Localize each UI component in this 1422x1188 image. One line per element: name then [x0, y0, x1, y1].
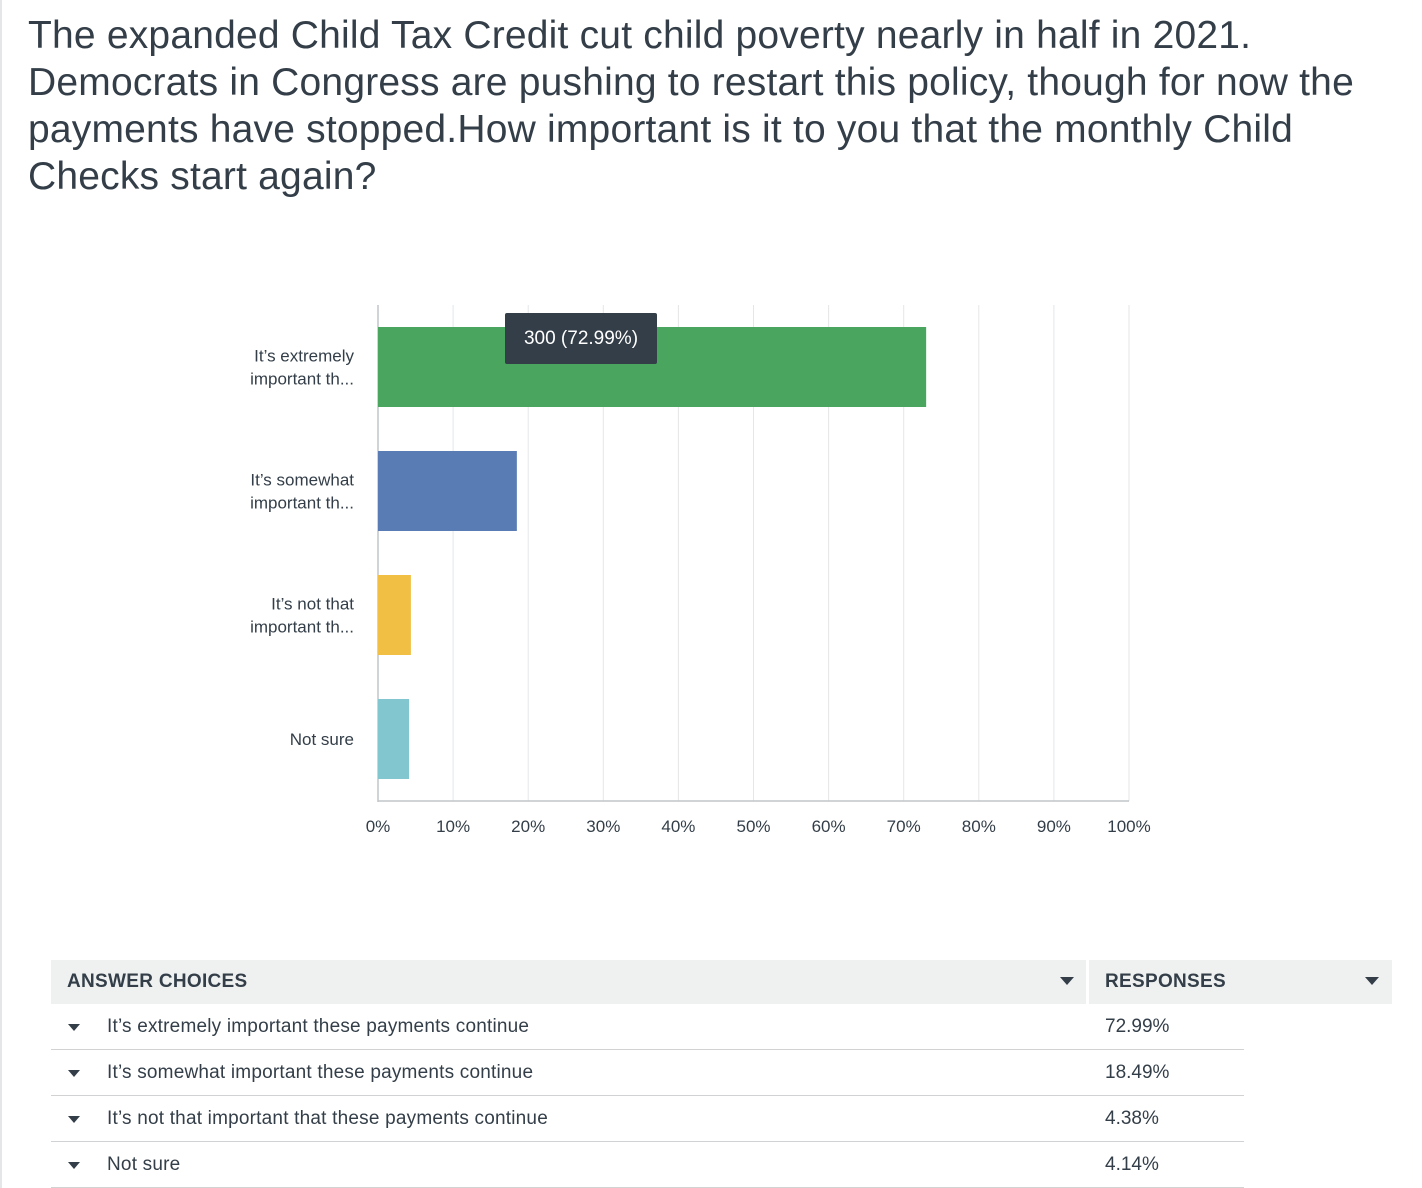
- category-label: It’s somewhat important th...: [250, 471, 354, 513]
- expand-row-icon[interactable]: [68, 1024, 80, 1031]
- category-label: It’s not that important th...: [250, 595, 354, 637]
- category-label-line: It’s not that: [271, 595, 354, 614]
- response-percent: 18.49%: [1105, 1062, 1170, 1083]
- response-percent: 4.38%: [1105, 1108, 1159, 1129]
- x-tick-label: 10%: [436, 817, 470, 836]
- category-label-line: Not sure: [290, 730, 354, 749]
- x-tick-label: 0%: [366, 817, 391, 836]
- answer-choice-label: Not sure: [107, 1154, 181, 1175]
- table-header: ANSWER CHOICES RESPONSES: [51, 960, 1392, 1004]
- table-row: It’s extremely important these payments …: [51, 1004, 1244, 1050]
- x-tick-label: 20%: [511, 817, 545, 836]
- sort-down-icon[interactable]: [1365, 977, 1379, 985]
- category-label: Not sure: [290, 730, 354, 749]
- question-title: The expanded Child Tax Credit cut child …: [28, 14, 1354, 198]
- answer-choice-label: It’s somewhat important these payments c…: [107, 1062, 534, 1083]
- x-tick-label: 90%: [1037, 817, 1071, 836]
- category-label: It’s extremely important th...: [250, 347, 354, 389]
- header-divider: [1086, 960, 1089, 1004]
- category-label-line: It’s somewhat: [250, 471, 354, 490]
- bar-chart: 0% 10% 20% 30% 40% 50% 60% 70% 80% 90% 100% It’s ex…: [250, 305, 1151, 836]
- expand-row-icon[interactable]: [68, 1162, 80, 1169]
- x-tick-label: 40%: [661, 817, 695, 836]
- category-label-line: important th...: [250, 370, 354, 389]
- response-percent: 4.14%: [1105, 1154, 1159, 1175]
- response-percent: 72.99%: [1105, 1016, 1170, 1037]
- answer-choice-label: It’s not that important that these payme…: [107, 1108, 548, 1129]
- x-tick-label: 80%: [962, 817, 996, 836]
- bar: [378, 451, 517, 531]
- expand-row-icon[interactable]: [68, 1070, 80, 1077]
- table-row: Not sure 4.14%: [51, 1142, 1244, 1188]
- bar-tooltip: 300 (72.99%): [505, 313, 657, 364]
- table-row: It’s somewhat important these payments c…: [51, 1050, 1244, 1096]
- category-label-line: It’s extremely: [254, 347, 354, 366]
- answer-choices-header[interactable]: ANSWER CHOICES: [51, 960, 1086, 1004]
- expand-row-icon[interactable]: [68, 1116, 80, 1123]
- bar: [378, 575, 411, 655]
- answer-choice-label: It’s extremely important these payments …: [107, 1016, 530, 1037]
- x-tick-label: 70%: [887, 817, 921, 836]
- x-tick-label: 50%: [736, 817, 770, 836]
- x-tick-label: 100%: [1107, 817, 1150, 836]
- table-row: It’s not that important that these payme…: [51, 1096, 1244, 1142]
- answer-choices-header-label: ANSWER CHOICES: [67, 971, 248, 992]
- category-label-line: important th...: [250, 618, 354, 637]
- x-tick-label: 60%: [812, 817, 846, 836]
- bar: [378, 699, 410, 779]
- results-table: ANSWER CHOICES RESPONSES It’s extremely …: [51, 960, 1392, 1188]
- responses-header-label: RESPONSES: [1105, 971, 1226, 992]
- responses-header[interactable]: RESPONSES: [1089, 960, 1392, 1004]
- x-tick-label: 30%: [586, 817, 620, 836]
- category-label-line: important th...: [250, 494, 354, 513]
- panel-left-border: [0, 0, 2, 1188]
- sort-down-icon[interactable]: [1060, 977, 1074, 985]
